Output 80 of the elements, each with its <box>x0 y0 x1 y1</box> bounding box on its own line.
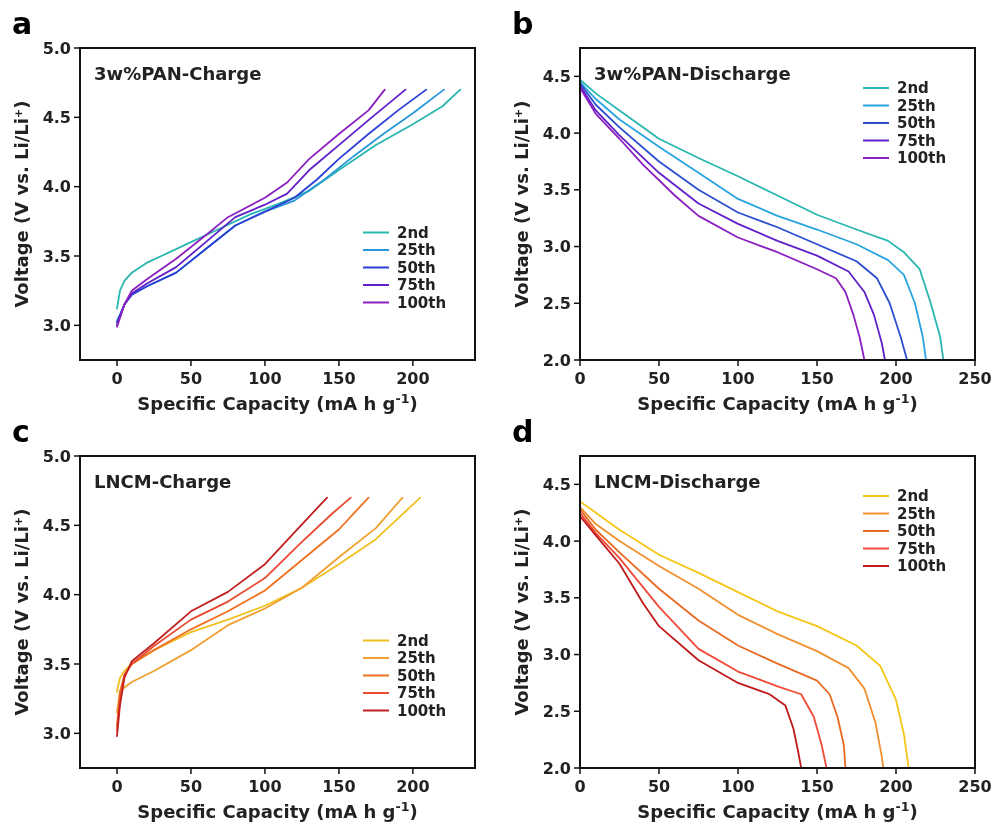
y-axis-title: Voltage (V vs. Li/Li⁺) <box>11 100 32 308</box>
x-tick-label: 0 <box>111 777 123 796</box>
y-tick-label: 3.5 <box>542 180 571 200</box>
y-tick-label: 4.5 <box>42 515 71 535</box>
legend-label: 100th <box>397 293 447 312</box>
y-tick-label: 3.0 <box>542 645 571 665</box>
text: a <box>12 6 33 41</box>
y-tick-label: 3.0 <box>42 723 71 743</box>
y-tick-label: 3.5 <box>42 654 71 674</box>
text: c <box>12 414 30 449</box>
y-tick-label: 2.0 <box>542 350 571 370</box>
x-tick-label: 50 <box>647 369 671 388</box>
text: 3w%PAN-Charge <box>94 63 262 84</box>
x-tick-label: 100 <box>248 369 282 388</box>
x-tick-label: 200 <box>396 777 430 796</box>
x-axis-title: Specific Capacity (mA h g$^{-1}$) <box>637 390 918 414</box>
legend-label: 100th <box>897 149 947 168</box>
legend-label: 25th <box>897 96 936 115</box>
y-tick-label: 4.0 <box>42 585 71 605</box>
y-tick-label: 3.0 <box>542 237 571 257</box>
text: LNCM-Charge <box>94 471 232 492</box>
y-tick-label: 4.5 <box>542 474 571 494</box>
x-tick-label: 200 <box>396 369 430 388</box>
legend-label: 25th <box>397 649 436 668</box>
legend-label: 50th <box>897 114 936 133</box>
legend-label: 50th <box>897 522 936 541</box>
y-tick-label: 4.0 <box>42 177 71 197</box>
x-axis-title: Specific Capacity (mA h g$^{-1}$) <box>637 798 918 822</box>
x-tick-label: 100 <box>721 369 755 388</box>
legend-label: 100th <box>397 701 447 720</box>
x-tick-label: 150 <box>800 369 834 388</box>
x-tick-label: 0 <box>574 777 586 796</box>
x-tick-label: 250 <box>958 777 992 796</box>
y-tick-label: 5.0 <box>42 446 71 466</box>
x-axis-title: Specific Capacity (mA h g$^{-1}$) <box>137 390 418 414</box>
x-tick-label: 100 <box>721 777 755 796</box>
x-axis-title: Specific Capacity (mA h g$^{-1}$) <box>137 798 418 822</box>
legend-label: 2nd <box>897 487 929 506</box>
legend-label: 50th <box>397 258 436 277</box>
legend-label: 25th <box>897 504 936 523</box>
y-tick-label: 3.5 <box>542 588 571 608</box>
text: LNCM-Discharge <box>594 471 761 492</box>
y-tick-label: 4.5 <box>542 66 571 86</box>
x-tick-label: 150 <box>800 777 834 796</box>
text: 3w%PAN-Discharge <box>594 63 791 84</box>
legend-label: 2nd <box>897 79 929 98</box>
y-axis-title: Voltage (V vs. Li/Li⁺) <box>511 100 532 308</box>
x-tick-label: 150 <box>322 777 356 796</box>
y-tick-label: 3.0 <box>42 315 71 335</box>
legend-label: 25th <box>397 241 436 260</box>
x-tick-label: 50 <box>179 369 203 388</box>
x-tick-label: 200 <box>879 369 913 388</box>
x-tick-label: 250 <box>958 369 992 388</box>
y-tick-label: 2.5 <box>542 293 571 313</box>
x-tick-label: 100 <box>248 777 282 796</box>
y-tick-label: 5.0 <box>42 38 71 58</box>
legend-label: 2nd <box>397 223 429 242</box>
y-tick-label: 4.0 <box>542 531 571 551</box>
x-tick-label: 150 <box>322 369 356 388</box>
x-tick-label: 50 <box>179 777 203 796</box>
y-tick-label: 2.5 <box>542 701 571 721</box>
y-tick-label: 3.5 <box>42 246 71 266</box>
legend-label: 75th <box>897 539 936 558</box>
x-tick-label: 200 <box>879 777 913 796</box>
y-tick-label: 4.0 <box>542 123 571 143</box>
text: d <box>512 414 534 449</box>
y-axis-title: Voltage (V vs. Li/Li⁺) <box>11 508 32 716</box>
legend-label: 2nd <box>397 631 429 650</box>
legend-label: 75th <box>397 276 436 295</box>
legend-label: 100th <box>897 557 947 576</box>
y-tick-label: 4.5 <box>42 107 71 127</box>
legend-label: 75th <box>397 684 436 703</box>
legend-label: 75th <box>897 131 936 150</box>
y-tick-label: 2.0 <box>542 758 571 778</box>
x-tick-label: 0 <box>574 369 586 388</box>
text: b <box>512 6 534 41</box>
legend-label: 50th <box>397 666 436 685</box>
y-axis-title: Voltage (V vs. Li/Li⁺) <box>511 508 532 716</box>
x-tick-label: 50 <box>647 777 671 796</box>
x-tick-label: 0 <box>111 369 123 388</box>
